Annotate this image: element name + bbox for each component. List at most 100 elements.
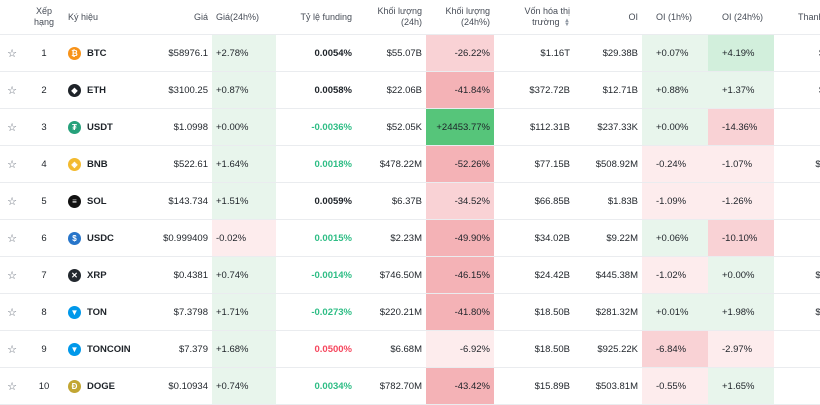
price-cell: $143.734 bbox=[144, 182, 212, 220]
symbol-cell[interactable]: $ USDC bbox=[64, 219, 144, 257]
symbol-cell[interactable]: ₿ BTC bbox=[64, 34, 144, 72]
market-cap-cell: $112.31B bbox=[494, 108, 574, 146]
volume-change-header[interactable]: Khối lượng (24h%) bbox=[426, 0, 494, 35]
table-row[interactable]: ☆ 4 ◈ BNB $522.61 +1.64% 0.0018% $478.22M -52.26… bbox=[0, 145, 820, 183]
oi-1h-cell: +0.88% bbox=[642, 71, 708, 109]
symbol-cell[interactable]: ◈ BNB bbox=[64, 145, 144, 183]
star-icon[interactable]: ☆ bbox=[7, 158, 17, 171]
favorite-cell[interactable]: ☆ bbox=[0, 71, 24, 109]
oi-header[interactable]: OI bbox=[574, 0, 642, 35]
funding-header[interactable]: Tỷ lệ funding bbox=[276, 0, 356, 35]
rank-cell: 6 bbox=[24, 219, 64, 257]
volume-header[interactable]: Khối lượng (24h) bbox=[356, 0, 426, 35]
star-icon[interactable]: ☆ bbox=[7, 343, 17, 356]
symbol-cell[interactable]: Ð DOGE bbox=[64, 367, 144, 405]
rank-cell: 9 bbox=[24, 330, 64, 368]
oi-cell: $925.22K bbox=[574, 330, 642, 368]
liquidation-header[interactable]: Thanh lý (24h) bbox=[774, 0, 820, 35]
table-row[interactable]: ☆ 8 ▼ TON $7.3798 +1.71% -0.0273% $220.21M -41.8… bbox=[0, 293, 820, 331]
star-icon[interactable]: ☆ bbox=[7, 232, 17, 245]
favorite-cell[interactable]: ☆ bbox=[0, 34, 24, 72]
symbol-cell[interactable]: ▼ TON bbox=[64, 293, 144, 331]
rank-cell: 2 bbox=[24, 71, 64, 109]
market-cap-cell: $18.50B bbox=[494, 293, 574, 331]
sort-icon[interactable]: ▲ ▼ bbox=[564, 17, 570, 28]
market-cap-cell: $24.42B bbox=[494, 256, 574, 294]
oi-1h-cell: -1.09% bbox=[642, 182, 708, 220]
volume-cell: $782.70M bbox=[356, 367, 426, 405]
symbol-cell[interactable]: ▼ TONCOIN bbox=[64, 330, 144, 368]
symbol-cell[interactable]: ₮ USDT bbox=[64, 108, 144, 146]
table-row[interactable]: ☆ 10 Ð DOGE $0.10934 +0.74% 0.0034% $782.70M -43… bbox=[0, 367, 820, 405]
table-row[interactable]: ☆ 5 ≡ SOL $143.734 +1.51% 0.0059% $6.37B -34.52%… bbox=[0, 182, 820, 220]
star-icon[interactable]: ☆ bbox=[7, 84, 17, 97]
table-row[interactable]: ☆ 3 ₮ USDT $1.0998 +0.00% -0.0036% $52.05K +2445… bbox=[0, 108, 820, 146]
volume-cell: $220.21M bbox=[356, 293, 426, 331]
volume-change-cell: -52.26% bbox=[426, 145, 494, 183]
oi-24h-cell: +4.19% bbox=[708, 34, 774, 72]
price-change-cell: +1.64% bbox=[212, 145, 276, 183]
star-icon[interactable]: ☆ bbox=[7, 380, 17, 393]
funding-cell: -0.0273% bbox=[276, 293, 356, 331]
ethereum-icon: ◆ bbox=[68, 83, 81, 97]
funding-cell: 0.0054% bbox=[276, 34, 356, 72]
favorite-cell[interactable]: ☆ bbox=[0, 219, 24, 257]
oi-1h-cell: -1.02% bbox=[642, 256, 708, 294]
table-row[interactable]: ☆ 2 ◆ ETH $3100.25 +0.87% 0.0058% $22.06B -41.84… bbox=[0, 71, 820, 109]
symbol-header[interactable]: Ký hiệu bbox=[64, 0, 144, 35]
volume-cell: $22.06B bbox=[356, 71, 426, 109]
oi-24h-header[interactable]: OI (24h%) bbox=[708, 0, 774, 35]
symbol-cell[interactable]: ◆ ETH bbox=[64, 71, 144, 109]
oi-cell: $12.71B bbox=[574, 71, 642, 109]
star-icon[interactable]: ☆ bbox=[7, 47, 17, 60]
favorite-cell[interactable]: ☆ bbox=[0, 145, 24, 183]
liquidation-cell: $30.44M bbox=[774, 71, 820, 109]
price-header[interactable]: Giá bbox=[144, 0, 212, 35]
solana-icon: ≡ bbox=[68, 194, 81, 208]
funding-cell: 0.0018% bbox=[276, 145, 356, 183]
market-cap-cell: $77.15B bbox=[494, 145, 574, 183]
oi-cell: $9.22M bbox=[574, 219, 642, 257]
oi-1h-cell: +0.06% bbox=[642, 219, 708, 257]
star-icon[interactable]: ☆ bbox=[7, 195, 17, 208]
symbol-cell[interactable]: ≡ SOL bbox=[64, 182, 144, 220]
oi-1h-cell: -0.24% bbox=[642, 145, 708, 183]
price-change-cell: +2.78% bbox=[212, 34, 276, 72]
star-icon[interactable]: ☆ bbox=[7, 269, 17, 282]
price-change-cell: +0.87% bbox=[212, 71, 276, 109]
star-icon[interactable]: ☆ bbox=[7, 121, 17, 134]
oi-24h-cell: -10.10% bbox=[708, 219, 774, 257]
oi-24h-cell: -1.26% bbox=[708, 182, 774, 220]
oi-1h-header[interactable]: OI (1h%) bbox=[642, 0, 708, 35]
volume-cell: $6.37B bbox=[356, 182, 426, 220]
symbol-cell[interactable]: ✕ XRP bbox=[64, 256, 144, 294]
table-row[interactable]: ☆ 7 ✕ XRP $0.4381 +0.74% -0.0014% $746.50M -46.1… bbox=[0, 256, 820, 294]
favorite-cell[interactable]: ☆ bbox=[0, 293, 24, 331]
favorite-cell[interactable]: ☆ bbox=[0, 330, 24, 368]
oi-1h-cell: +0.07% bbox=[642, 34, 708, 72]
market-cap-header[interactable]: Vốn hóa thị trường ▲ ▼ bbox=[494, 0, 574, 35]
price-change-header[interactable]: Giá(24h%) bbox=[212, 0, 276, 35]
table-row[interactable]: ☆ 6 $ USDC $0.999409 -0.02% 0.0015% $2.23M -49.9… bbox=[0, 219, 820, 257]
oi-cell: $29.38B bbox=[574, 34, 642, 72]
market-cap-cell: $372.72B bbox=[494, 71, 574, 109]
price-change-cell: +0.74% bbox=[212, 256, 276, 294]
favorite-cell[interactable]: ☆ bbox=[0, 256, 24, 294]
star-icon[interactable]: ☆ bbox=[7, 306, 17, 319]
liquidation-cell: $36.80M bbox=[774, 34, 820, 72]
funding-cell: -0.0014% bbox=[276, 256, 356, 294]
favorite-cell[interactable]: ☆ bbox=[0, 108, 24, 146]
favorite-cell[interactable]: ☆ bbox=[0, 182, 24, 220]
table-row[interactable]: ☆ 9 ▼ TONCOIN $7.379 +1.68% 0.0500% $6.68M -6.92… bbox=[0, 330, 820, 368]
table-row[interactable]: ☆ 1 ₿ BTC $58976.1 +2.78% 0.0054% $55.07B -26.22… bbox=[0, 34, 820, 72]
rank-header[interactable]: Xếp hạng bbox=[24, 0, 64, 35]
liquidation-cell: $1.07M bbox=[774, 367, 820, 405]
oi-24h-cell: -2.97% bbox=[708, 330, 774, 368]
bnb-icon: ◈ bbox=[68, 157, 81, 171]
price-change-cell: +0.00% bbox=[212, 108, 276, 146]
symbol-label: BTC bbox=[87, 47, 107, 59]
funding-cell: 0.0034% bbox=[276, 367, 356, 405]
price-cell: $1.0998 bbox=[144, 108, 212, 146]
doge-icon: Ð bbox=[68, 379, 81, 393]
favorite-cell[interactable]: ☆ bbox=[0, 367, 24, 405]
